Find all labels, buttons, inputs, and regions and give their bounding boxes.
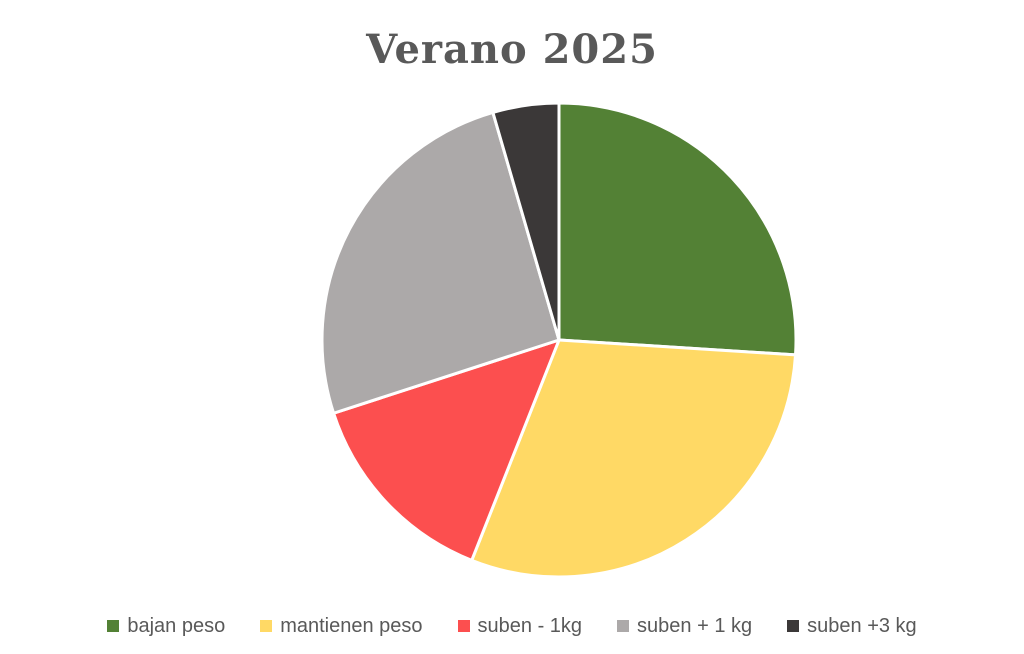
legend-item: mantienen peso (260, 613, 423, 639)
pie-slice-2 (470, 338, 798, 579)
chart-title: Verano 2025 (366, 26, 658, 73)
legend-label: suben - 1kg (477, 615, 583, 637)
legend-swatch (457, 620, 470, 632)
legend-label: suben + 1 kg (637, 615, 753, 637)
pie-chart (320, 101, 798, 579)
legend-swatch (787, 620, 800, 632)
pie-slice-4 (320, 110, 561, 415)
legend-label: suben +3 kg (807, 615, 917, 637)
legend-swatch (617, 620, 630, 632)
legend-label: mantienen peso (280, 615, 423, 637)
legend-item: suben +3 kg (787, 613, 917, 639)
pie-slice-1 (557, 101, 798, 357)
legend-swatch (260, 620, 273, 632)
legend-item: bajan peso (107, 613, 225, 639)
legend-label: bajan peso (127, 615, 226, 637)
pie-slice-5 (491, 101, 561, 342)
legend-item: suben + 1 kg (617, 613, 752, 639)
chart-legend: bajan peso mantienen peso suben - 1kg suben… (40, 613, 984, 639)
pie-chart-figure: Verano 2025 bajan peso mantienen peso sube… (40, 16, 984, 637)
legend-item: suben - 1kg (457, 613, 583, 639)
legend-swatch (107, 620, 120, 632)
